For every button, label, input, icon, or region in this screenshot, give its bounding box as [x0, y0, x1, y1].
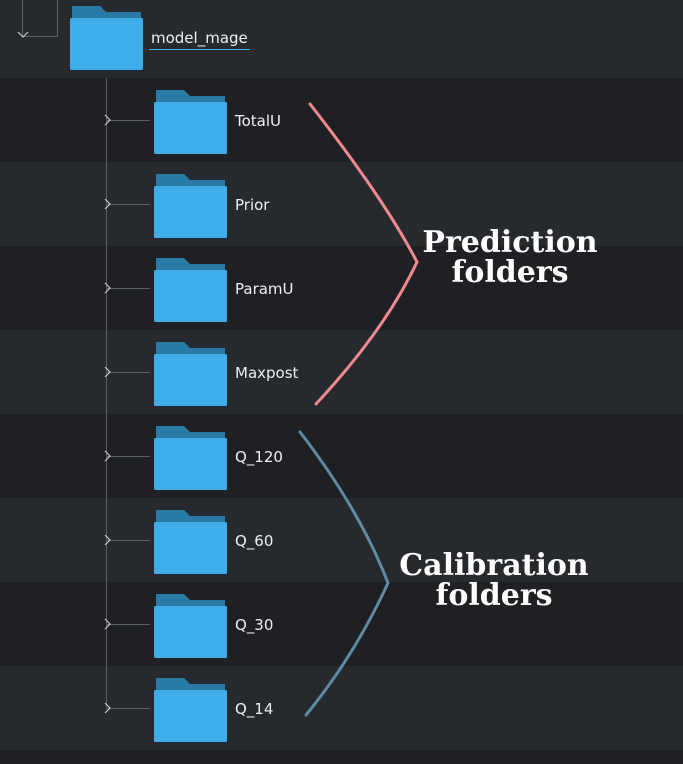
tree-guide-line [106, 78, 107, 708]
expand-chevron-right-icon[interactable] [103, 450, 113, 464]
expand-chevron-right-icon[interactable] [103, 114, 113, 128]
expand-chevron-right-icon[interactable] [103, 282, 113, 296]
tree-guide-line [57, 0, 58, 36]
expand-chevron-right-icon[interactable] [103, 534, 113, 548]
folder-icon[interactable] [154, 592, 227, 658]
folder-icon[interactable] [154, 424, 227, 490]
folder-icon[interactable] [154, 340, 227, 406]
folder-icon[interactable] [154, 676, 227, 742]
folder-icon[interactable] [154, 256, 227, 322]
tree-guide-line [106, 540, 150, 541]
expand-chevron-right-icon[interactable] [103, 618, 113, 632]
calibration-annotation-line2: folders [435, 578, 553, 613]
folder-icon[interactable] [154, 88, 227, 154]
tree-guide-line [106, 708, 150, 709]
tree-guide-line [106, 204, 150, 205]
tree-guide-line [106, 456, 150, 457]
prediction-annotation-line2: folders [451, 255, 569, 290]
folder-label[interactable]: TotalU [235, 112, 282, 130]
prediction-brace [308, 102, 419, 406]
expand-chevron-down-icon[interactable] [17, 30, 29, 44]
folder-label[interactable]: Q_14 [235, 700, 274, 718]
expand-chevron-right-icon[interactable] [103, 198, 113, 212]
root-folder-label[interactable]: model_mage [149, 29, 250, 50]
folder-icon[interactable] [154, 172, 227, 238]
prediction-annotation-line1: Prediction [422, 225, 598, 260]
tree-guide-line [106, 120, 150, 121]
tree-guide-line [106, 288, 150, 289]
folder-label[interactable]: Q_120 [235, 448, 283, 466]
row-band [0, 750, 683, 764]
folder-icon[interactable] [70, 4, 143, 70]
expand-chevron-right-icon[interactable] [103, 366, 113, 380]
tree-guide-line [106, 372, 150, 373]
folder-label[interactable]: Maxpost [235, 364, 299, 382]
folder-label[interactable]: Q_60 [235, 532, 274, 550]
tree-guide-line [22, 0, 23, 36]
calibration-annotation: Calibration folders [396, 551, 592, 611]
folder-label[interactable]: Q_30 [235, 616, 274, 634]
folder-label[interactable]: ParamU [235, 280, 294, 298]
prediction-annotation: Prediction folders [420, 228, 600, 288]
calibration-brace [298, 430, 390, 717]
folder-icon[interactable] [154, 508, 227, 574]
calibration-annotation-line1: Calibration [399, 548, 589, 583]
expand-chevron-right-icon[interactable] [103, 702, 113, 716]
tree-guide-line [106, 624, 150, 625]
tree-guide-line [22, 36, 58, 37]
folder-label[interactable]: Prior [235, 196, 270, 214]
